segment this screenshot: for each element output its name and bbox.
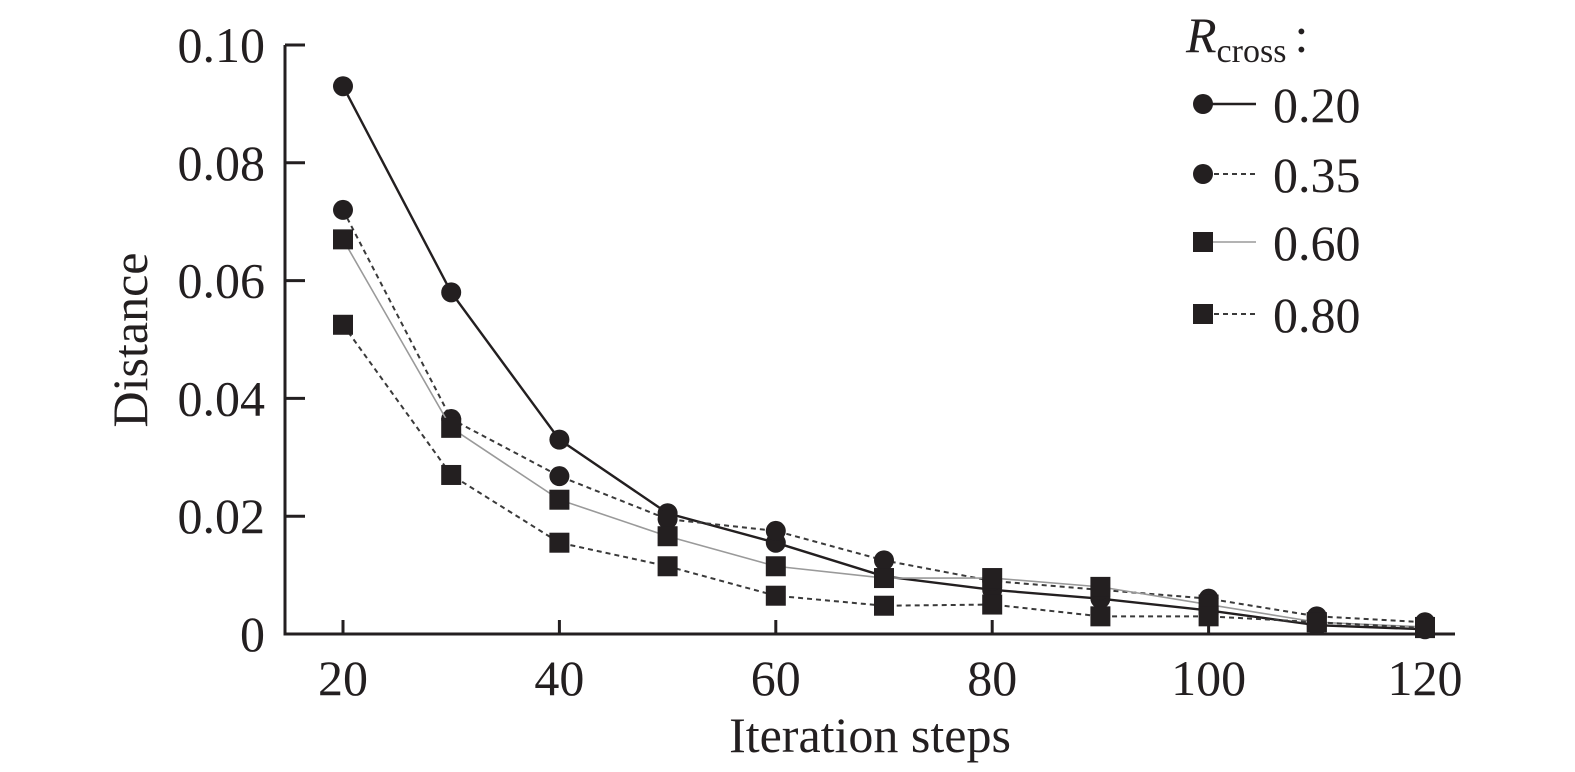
circle-marker [657,509,678,530]
circle-marker [549,429,570,450]
square-marker [549,489,570,510]
legend-label: 0.35 [1273,147,1361,203]
circle-marker [1193,164,1213,184]
y-tick-label: 0 [240,606,265,662]
circle-marker [333,199,353,220]
legend-item: 0.35 [1193,147,1361,203]
square-marker [1193,304,1213,324]
square-marker [333,229,353,250]
square-marker [441,464,462,485]
square-marker [765,585,786,606]
square-marker [1090,576,1111,597]
legend-title-suffix: : [1294,7,1308,63]
y-tick-label: 0.04 [178,370,266,426]
circle-marker [1193,94,1213,114]
series-line [342,324,1426,630]
square-marker [657,556,678,577]
x-tick-label: 120 [1388,650,1463,706]
square-marker [874,595,894,616]
series-0.35 [333,199,1435,633]
legend-items: 0.20 0.35 0.60 0.80 [1193,77,1361,343]
square-marker [549,532,570,553]
series-line [341,85,1426,631]
y-axis-title: Distance [102,253,158,428]
y-tick-label: 0.02 [178,488,266,544]
circle-marker [874,550,894,571]
legend-item: 0.20 [1193,77,1361,133]
square-marker [441,417,462,438]
legend-title-main: R [1185,7,1217,63]
x-tick-label: 80 [967,650,1017,706]
x-axis-title: Iteration steps [729,707,1011,763]
square-marker [982,594,1003,615]
square-marker [1306,612,1327,633]
series-layer [333,76,1435,640]
circle-marker [549,466,570,487]
circle-marker [765,520,786,541]
square-marker [874,568,894,589]
legend-title: Rcross: [1185,7,1308,70]
y-tick-label: 0.08 [178,135,266,191]
legend-label: 0.80 [1273,287,1361,343]
legend-item: 0.80 [1193,287,1361,343]
legend-label: 0.20 [1273,77,1361,133]
square-marker [765,556,786,577]
legend: Rcross: 0.20 0.35 0.60 0.80 [1185,7,1361,343]
y-tick-label: 0.06 [178,253,266,309]
x-tick-label: 60 [751,650,801,706]
y-tick-label: 0.10 [178,17,266,73]
series-0.60 [333,229,1435,637]
square-marker [1090,606,1111,627]
circle-marker [441,282,462,303]
axes: 0 0.02 0.04 0.06 0.08 0.10 20 40 60 80 100 120 [178,17,1463,706]
x-tick-label: 100 [1171,650,1246,706]
square-marker [657,526,678,547]
legend-label: 0.60 [1273,215,1361,271]
circle-marker [333,76,353,97]
legend-item: 0.60 [1193,215,1361,271]
square-marker [1193,232,1213,252]
square-marker [1198,606,1219,627]
legend-title-sub: cross [1217,33,1287,70]
x-tick-label: 20 [318,650,368,706]
square-marker [333,314,353,335]
square-marker [982,568,1003,589]
series-0.80 [333,314,1435,639]
x-tick-label: 40 [534,650,584,706]
square-marker [1415,618,1435,639]
